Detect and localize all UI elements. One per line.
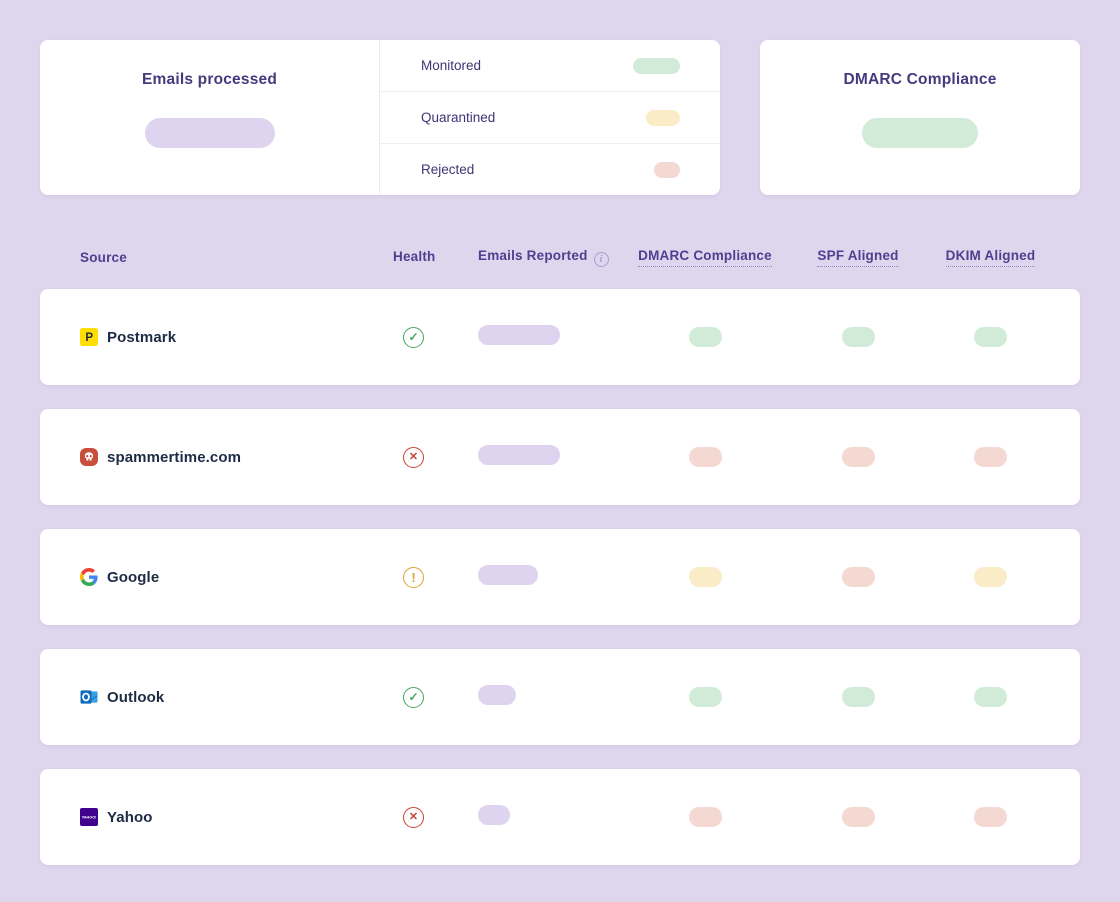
legend-row-monitored: Monitored <box>380 40 720 91</box>
spammer-skull-icon <box>80 448 98 466</box>
dmarc-status-pill <box>688 447 722 467</box>
column-header-dkim-aligned[interactable]: DKIM Aligned <box>945 248 1036 267</box>
monitored-value-pill <box>633 57 680 74</box>
column-header-health: Health <box>393 249 436 264</box>
google-icon <box>80 568 98 586</box>
column-header-dmarc-compliance[interactable]: DMARC Compliance <box>638 248 772 267</box>
legend-label: Quarantined <box>421 110 496 125</box>
dmarc-compliance-title: DMARC Compliance <box>843 71 997 88</box>
emails-reported-pill <box>478 444 560 465</box>
health-status-icon <box>403 806 424 828</box>
health-status-icon <box>403 446 424 468</box>
emails-processed-value-pill <box>144 118 275 148</box>
spf-status-pill <box>841 567 875 587</box>
health-status-icon <box>403 566 424 588</box>
emails-processed-panel: Emails processed <box>40 40 380 195</box>
sources-table: P Postmark spammertime.com <box>40 289 1080 865</box>
emails-reported-pill <box>478 324 560 345</box>
emails-processed-card: Emails processed Monitored Quarantined R… <box>40 40 720 195</box>
dmarc-compliance-value-pill <box>862 118 978 148</box>
dkim-status-pill <box>974 447 1007 467</box>
dkim-status-pill <box>974 567 1007 587</box>
table-row-spammertime[interactable]: spammertime.com <box>40 409 1080 505</box>
legend-row-quarantined: Quarantined <box>380 91 720 143</box>
rejected-value-pill <box>654 161 680 178</box>
dmarc-compliance-card: DMARC Compliance <box>760 40 1080 195</box>
emails-processed-title: Emails processed <box>141 71 278 88</box>
emails-reported-pill <box>478 804 510 825</box>
emails-reported-pill <box>478 684 516 705</box>
dmarc-status-pill <box>688 567 722 587</box>
dkim-status-pill <box>974 807 1007 827</box>
source-name: Postmark <box>107 328 177 346</box>
spf-status-pill <box>841 327 875 347</box>
summary-section: Emails processed Monitored Quarantined R… <box>40 40 1080 195</box>
source-name: Outlook <box>107 688 165 706</box>
dkim-status-pill <box>974 327 1007 347</box>
dkim-status-pill <box>974 687 1007 707</box>
table-row-postmark[interactable]: P Postmark <box>40 289 1080 385</box>
column-header-spf-aligned[interactable]: SPF Aligned <box>817 248 899 267</box>
dmarc-status-pill <box>688 687 722 707</box>
legend-label: Rejected <box>421 162 475 177</box>
health-status-icon <box>403 686 424 708</box>
source-name: Yahoo <box>107 808 153 826</box>
table-row-yahoo[interactable]: YAHOO! Yahoo <box>40 769 1080 865</box>
yahoo-icon: YAHOO! <box>80 808 98 826</box>
table-row-outlook[interactable]: Outlook <box>40 649 1080 745</box>
column-header-source: Source <box>80 249 127 265</box>
spf-status-pill <box>841 447 875 467</box>
spf-status-pill <box>841 807 875 827</box>
source-name: spammertime.com <box>107 448 242 466</box>
legend-label: Monitored <box>421 58 482 73</box>
info-icon[interactable]: i <box>593 252 609 267</box>
emails-reported-pill <box>478 564 538 585</box>
spf-status-pill <box>841 687 875 707</box>
disposition-legend: Monitored Quarantined Rejected <box>380 40 720 195</box>
dmarc-status-pill <box>688 807 722 827</box>
outlook-icon <box>80 688 98 706</box>
svg-text:P: P <box>85 332 93 344</box>
postmark-icon: P <box>80 328 98 346</box>
svg-text:YAHOO!: YAHOO! <box>82 816 97 820</box>
table-row-google[interactable]: Google <box>40 529 1080 625</box>
health-status-icon <box>403 326 424 348</box>
legend-row-rejected: Rejected <box>380 143 720 195</box>
sources-table-header: Source Health Emails Reported i DMARC Com… <box>40 247 1080 267</box>
quarantined-value-pill <box>646 109 680 126</box>
dmarc-status-pill <box>688 327 722 347</box>
column-header-emails-reported: Emails Reported <box>478 248 588 263</box>
source-name: Google <box>107 568 160 586</box>
